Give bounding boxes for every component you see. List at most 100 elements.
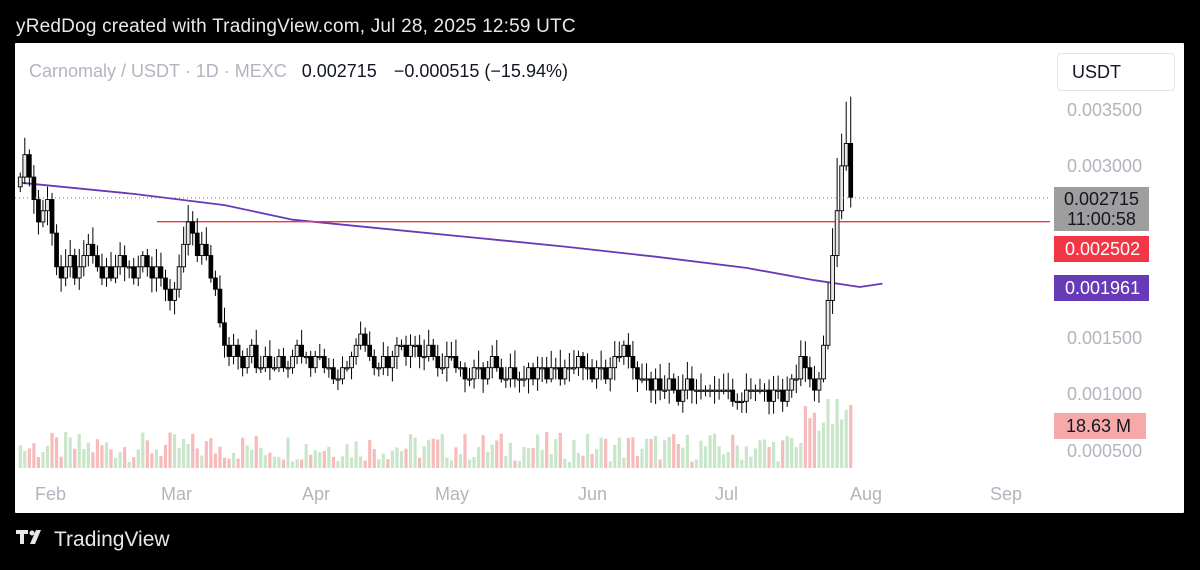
- volume-bar: [168, 432, 172, 468]
- chart-panel[interactable]: Carnomaly / USDT · 1D · MEXC 0.002715 −0…: [15, 43, 1184, 513]
- candle-body: [199, 243, 205, 257]
- volume-bar: [318, 452, 322, 468]
- volume-bar: [522, 447, 526, 468]
- volume-bar: [163, 444, 168, 468]
- x-tick-label: Sep: [990, 484, 1023, 504]
- candle-body: [494, 356, 500, 369]
- candle-body: [744, 389, 749, 402]
- candle-body: [380, 356, 386, 369]
- volume-bar: [422, 446, 426, 468]
- volume-bar: [241, 437, 245, 468]
- volume-bar: [340, 456, 345, 468]
- volume-bar: [644, 438, 649, 468]
- candle-body: [603, 367, 609, 380]
- candle-body: [517, 378, 522, 381]
- candle-body: [825, 299, 831, 346]
- candle-body: [226, 344, 232, 357]
- candle-body: [181, 243, 186, 268]
- volume-bar: [245, 445, 249, 468]
- volume-bar: [408, 434, 413, 468]
- candle-body: [376, 367, 382, 370]
- candle-body: [331, 367, 336, 380]
- volume-bar: [749, 456, 753, 468]
- volume-bar: [803, 405, 807, 468]
- volume-bar: [617, 437, 621, 468]
- candle-body: [753, 389, 758, 392]
- candle-body: [85, 243, 91, 257]
- candle-body: [262, 356, 268, 369]
- currency-unit-button[interactable]: USDT: [1057, 53, 1175, 91]
- volume-bar: [295, 459, 299, 468]
- candle-body: [635, 367, 640, 380]
- candle-body: [412, 344, 418, 347]
- candle-body: [576, 356, 581, 369]
- candle-body: [707, 389, 713, 392]
- volume-bar: [495, 440, 499, 468]
- volume-bar: [23, 450, 27, 468]
- last-price-badge: 0.002715 11:00:58: [1054, 187, 1149, 231]
- candle-body: [253, 344, 259, 369]
- candle-body: [385, 356, 391, 369]
- volume-bar: [640, 448, 644, 468]
- candle-body: [467, 378, 472, 381]
- candle-body: [54, 232, 59, 268]
- candle-body: [816, 378, 822, 391]
- candle-body: [789, 378, 795, 391]
- candle-body: [630, 356, 636, 369]
- candle-body: [471, 367, 477, 380]
- volume-bar: [263, 455, 267, 468]
- volume-bar: [95, 439, 100, 468]
- candle-body: [812, 378, 817, 391]
- volume-bar: [785, 436, 789, 468]
- candle-body: [780, 389, 786, 402]
- x-tick-label: Aug: [850, 484, 883, 504]
- candle-body: [353, 344, 359, 357]
- candle-body: [63, 266, 68, 279]
- volume-bar: [631, 437, 635, 468]
- y-tick-label: 0.001500: [1067, 328, 1143, 348]
- volume-bar: [236, 458, 240, 468]
- candle-body: [72, 255, 78, 279]
- volume-bar: [159, 455, 163, 468]
- volume-bar: [104, 442, 109, 468]
- candle-body: [40, 210, 46, 223]
- volume-bar: [517, 461, 522, 468]
- candle-body: [231, 344, 236, 357]
- candle-body: [349, 356, 354, 369]
- candle-body: [544, 367, 550, 380]
- y-tick-label: 0.003000: [1067, 156, 1143, 176]
- volume-bar: [821, 422, 826, 468]
- candle-body: [26, 154, 32, 178]
- volume-bar: [50, 432, 54, 468]
- resistance-price-badge: 0.002502: [1054, 236, 1149, 262]
- candle-body: [739, 400, 745, 403]
- volume-bar: [345, 444, 349, 468]
- candle-body: [335, 378, 341, 381]
- legend-last-price: 0.002715: [301, 61, 377, 81]
- volume-bar: [445, 457, 449, 468]
- volume-bar: [563, 458, 567, 468]
- candle-body: [453, 356, 459, 369]
- volume-bar: [154, 449, 159, 468]
- volume-bar: [109, 449, 113, 468]
- volume-bar: [663, 440, 667, 468]
- volume-bar: [136, 449, 140, 468]
- volume-bar: [477, 447, 481, 468]
- candle-body: [36, 199, 41, 223]
- volume-bar: [581, 455, 585, 468]
- volume-bar: [73, 448, 77, 468]
- candle-body: [149, 266, 155, 279]
- volume-bar: [363, 460, 367, 468]
- candle-body: [290, 356, 295, 369]
- volume-bar: [703, 446, 708, 468]
- candlestick-chart[interactable]: [15, 43, 1184, 513]
- volume-bar: [41, 452, 45, 468]
- candle-body: [616, 356, 622, 359]
- volume-bar: [227, 458, 231, 468]
- volume-bar: [472, 457, 476, 468]
- candle-body: [49, 199, 55, 234]
- candle-body: [489, 356, 495, 369]
- candle-body: [671, 378, 677, 391]
- volume-bar: [694, 459, 699, 468]
- volume-bar: [82, 448, 86, 468]
